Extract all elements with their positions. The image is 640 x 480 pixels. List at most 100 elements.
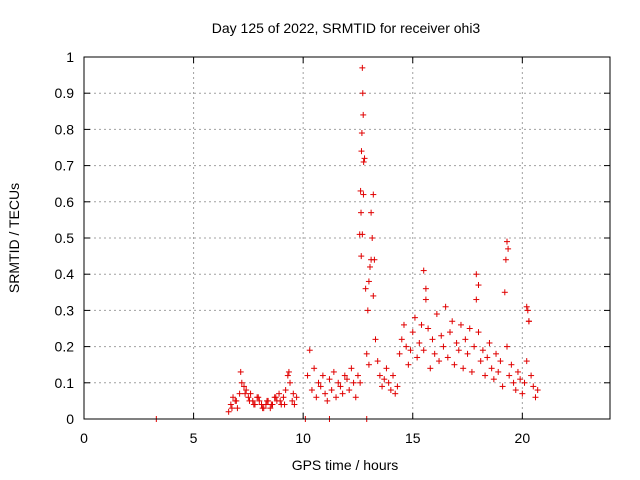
data-point bbox=[247, 390, 254, 397]
data-point bbox=[505, 245, 512, 252]
data-point bbox=[484, 354, 491, 361]
y-tick-label: 0.4 bbox=[55, 266, 75, 282]
data-point bbox=[368, 209, 375, 216]
data-point bbox=[512, 387, 519, 394]
data-point bbox=[357, 379, 364, 386]
data-point bbox=[225, 408, 232, 415]
data-point bbox=[407, 347, 414, 354]
data-point bbox=[361, 155, 368, 162]
data-point bbox=[238, 379, 245, 386]
x-tick-label: 10 bbox=[295, 430, 311, 446]
data-point bbox=[250, 401, 257, 408]
data-point bbox=[367, 263, 374, 270]
data-points bbox=[153, 64, 541, 422]
data-point bbox=[462, 336, 469, 343]
data-point bbox=[256, 397, 263, 404]
data-point bbox=[385, 379, 392, 386]
data-point bbox=[234, 405, 241, 412]
data-point bbox=[524, 307, 531, 314]
data-point bbox=[464, 350, 471, 357]
data-point bbox=[466, 325, 473, 332]
data-point bbox=[360, 191, 367, 198]
data-point bbox=[503, 343, 510, 350]
data-point bbox=[447, 329, 454, 336]
data-point bbox=[236, 390, 243, 397]
data-point bbox=[328, 387, 335, 394]
data-point bbox=[495, 368, 502, 375]
data-point bbox=[228, 405, 235, 412]
data-point bbox=[267, 405, 274, 412]
data-point bbox=[409, 329, 416, 336]
data-point bbox=[381, 376, 388, 383]
data-point bbox=[436, 358, 443, 365]
x-tick-label: 15 bbox=[405, 430, 421, 446]
data-point bbox=[319, 372, 326, 379]
data-point bbox=[420, 347, 427, 354]
data-point bbox=[414, 354, 421, 361]
data-point bbox=[326, 376, 333, 383]
data-point bbox=[405, 361, 412, 368]
x-tick-label: 5 bbox=[190, 430, 198, 446]
data-point bbox=[433, 311, 440, 318]
data-point bbox=[352, 394, 359, 401]
data-point bbox=[339, 390, 346, 397]
data-point bbox=[259, 405, 266, 412]
data-point bbox=[517, 376, 524, 383]
data-point bbox=[460, 365, 467, 372]
data-point bbox=[501, 289, 508, 296]
data-point bbox=[438, 332, 445, 339]
data-point bbox=[488, 365, 495, 372]
data-point bbox=[455, 347, 462, 354]
grid bbox=[84, 57, 610, 419]
data-point bbox=[360, 158, 367, 165]
data-point bbox=[245, 394, 252, 401]
y-tick-label: 0.7 bbox=[55, 158, 75, 174]
data-point bbox=[514, 368, 521, 375]
data-point bbox=[394, 383, 401, 390]
data-point bbox=[358, 130, 365, 137]
data-point bbox=[281, 401, 288, 408]
x-tick-labels: 0 5 10 15 20 bbox=[80, 430, 530, 446]
data-point bbox=[333, 394, 340, 401]
data-point bbox=[363, 350, 370, 357]
data-point bbox=[442, 303, 449, 310]
data-point bbox=[376, 372, 383, 379]
data-point bbox=[379, 383, 386, 390]
data-point bbox=[243, 387, 250, 394]
data-point bbox=[390, 372, 397, 379]
data-point bbox=[374, 358, 381, 365]
data-point bbox=[346, 387, 353, 394]
data-point bbox=[354, 372, 361, 379]
data-point bbox=[371, 256, 378, 263]
data-point bbox=[242, 390, 249, 397]
y-tick-label: 0.2 bbox=[55, 339, 75, 355]
data-point bbox=[348, 365, 355, 372]
data-point bbox=[398, 336, 405, 343]
data-point bbox=[523, 358, 530, 365]
data-point bbox=[502, 256, 509, 263]
data-point bbox=[457, 321, 464, 328]
x-tick-label: 0 bbox=[80, 430, 88, 446]
data-point bbox=[440, 343, 447, 350]
data-point bbox=[444, 354, 451, 361]
data-point bbox=[317, 383, 324, 390]
data-point bbox=[425, 325, 432, 332]
data-point bbox=[358, 148, 365, 155]
data-point bbox=[272, 394, 279, 401]
data-point bbox=[262, 401, 269, 408]
data-point bbox=[477, 358, 484, 365]
data-point bbox=[284, 372, 291, 379]
data-point bbox=[230, 394, 237, 401]
data-point bbox=[290, 390, 297, 397]
data-point bbox=[418, 321, 425, 328]
data-point bbox=[240, 383, 247, 390]
data-point bbox=[311, 365, 318, 372]
data-point bbox=[396, 350, 403, 357]
data-point bbox=[276, 390, 283, 397]
data-point bbox=[365, 278, 372, 285]
data-point bbox=[282, 387, 289, 394]
y-tick-labels: 0 0.1 0.2 0.3 0.4 0.5 0.6 0.7 0.8 0.9 1 bbox=[55, 49, 75, 427]
data-point bbox=[306, 347, 313, 354]
data-point bbox=[264, 397, 271, 404]
data-point bbox=[523, 303, 530, 310]
